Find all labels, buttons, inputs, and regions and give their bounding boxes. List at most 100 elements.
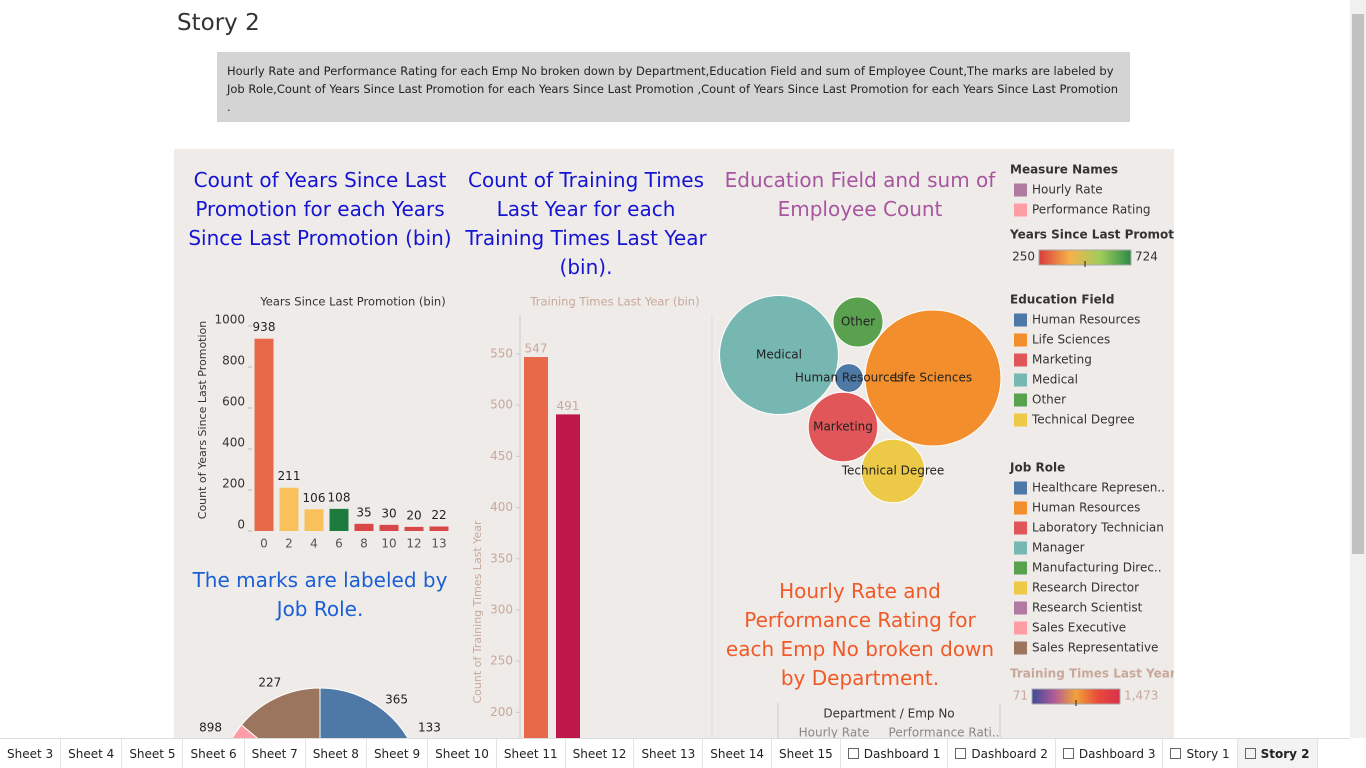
tab[interactable]: Sheet 7: [245, 739, 306, 768]
tab-icon: [955, 748, 967, 759]
tab-icon: [1244, 748, 1256, 759]
legend-swatch: [1014, 641, 1027, 655]
education-title: Education Field and sum of Employee Coun…: [724, 168, 996, 221]
legend-swatch: [1014, 393, 1027, 407]
bar: [304, 509, 324, 531]
tab-label[interactable]: Sheet 7: [251, 747, 298, 761]
tab[interactable]: Sheet 5: [122, 739, 184, 768]
legend-label: Human Resources: [1032, 313, 1140, 327]
legend-title: Years Since Last Promoti..: [1009, 228, 1187, 242]
bubble: [864, 309, 1002, 447]
value-label: 547: [525, 342, 548, 356]
legend-swatch: [1014, 501, 1027, 515]
y-tick-label: 250: [490, 654, 513, 668]
tab[interactable]: Sheet 6: [183, 739, 245, 768]
tab-label[interactable]: Sheet 3: [7, 747, 54, 761]
bubble: [860, 438, 926, 504]
legend-label: Hourly Rate: [1032, 183, 1103, 197]
legend-swatch: [1014, 313, 1027, 327]
value-label: 30: [381, 506, 396, 520]
tab[interactable]: Sheet 14: [703, 739, 772, 768]
tab-label[interactable]: Story 2: [1260, 747, 1310, 761]
tab[interactable]: Sheet 12: [566, 739, 635, 768]
bar: [404, 526, 424, 531]
tab-label[interactable]: Dashboard 2: [971, 747, 1048, 761]
tab[interactable]: Story 2: [1237, 739, 1318, 768]
y-axis-title: Count of Years Since Last Promotion: [196, 321, 209, 520]
promotion-title: Count of Years Since Last Promotion for …: [188, 168, 452, 250]
legend-swatch: [1014, 353, 1027, 367]
legend-swatch: [1014, 481, 1027, 495]
legend-label: Research Scientist: [1032, 601, 1143, 615]
tab-label[interactable]: Sheet 5: [129, 747, 176, 761]
legend-max: 1,473: [1124, 689, 1158, 703]
legend-swatch: [1014, 621, 1027, 635]
bubble-label: Life Sciences: [894, 371, 972, 385]
tab-label[interactable]: Dashboard 1: [863, 747, 941, 761]
y-axis-title: Count of Training Times Last Year: [471, 520, 484, 703]
tab-label[interactable]: Sheet 9: [373, 747, 421, 761]
job-role-title: The marks are labeled by Job Role.: [192, 568, 448, 621]
x-axis-title: Years Since Last Promotion (bin): [259, 295, 445, 309]
tab-label[interactable]: Sheet 4: [68, 747, 115, 761]
dashboard-content: Years Since Last Promotion (bin) Count of…: [196, 163, 1187, 738]
tab-label[interactable]: Sheet 14: [710, 747, 764, 761]
pie-slice: [319, 687, 409, 738]
tab[interactable]: Sheet 11: [497, 739, 566, 768]
dashboard: Years Since Last Promotion (bin) Count of…: [174, 149, 1187, 738]
pie-slice: [240, 687, 321, 738]
tab[interactable]: Story 1: [1163, 739, 1238, 768]
story-caption[interactable]: Hourly Rate and Performance Rating for e…: [217, 52, 1130, 122]
scrollbar-thumb[interactable]: [1352, 14, 1364, 554]
tab-label[interactable]: Sheet 13: [641, 747, 696, 761]
tab[interactable]: Sheet 3: [0, 739, 62, 768]
tab-label[interactable]: Sheet 6: [190, 747, 237, 761]
y-tick-label: 1000: [214, 313, 245, 327]
tab-label[interactable]: Sheet 8: [312, 747, 359, 761]
bar: [254, 338, 274, 531]
legend-swatch: [1014, 333, 1027, 347]
bar: [354, 523, 374, 531]
value-label: 106: [303, 491, 326, 505]
tab-label[interactable]: Sheet 15: [779, 747, 833, 761]
bubble-label: Medical: [756, 348, 802, 362]
slice-label: 365: [385, 693, 408, 707]
tab-label[interactable]: Story 1: [1186, 747, 1230, 761]
x-tick-label: 6: [335, 537, 343, 551]
tab-icon: [1062, 748, 1074, 759]
bubble-label: Other: [841, 315, 875, 329]
legend-label: Marketing: [1032, 353, 1092, 367]
tab-label[interactable]: Sheet 11: [503, 747, 558, 761]
legend-label: Life Sciences: [1032, 333, 1110, 347]
legend-swatch: [1014, 413, 1027, 427]
legend-swatch: [1014, 203, 1027, 217]
tab[interactable]: Sheet 4: [61, 739, 123, 768]
value-label: 20: [406, 508, 421, 522]
y-tick-label: 350: [490, 551, 513, 565]
tab-label[interactable]: Dashboard 3: [1078, 747, 1156, 761]
tab-label[interactable]: Sheet 10: [435, 747, 489, 761]
tab[interactable]: Dashboard 3: [1056, 739, 1164, 768]
tab[interactable]: Sheet 10: [428, 739, 497, 768]
tab[interactable]: Sheet 8: [306, 739, 367, 768]
tab[interactable]: Sheet 13: [634, 739, 704, 768]
legend-label: Technical Degree: [1031, 413, 1135, 427]
slice-label: 133: [418, 721, 441, 735]
x-tick-label: 4: [310, 537, 318, 551]
tab[interactable]: Sheet 15: [772, 739, 841, 768]
tab-label[interactable]: Sheet 12: [572, 747, 627, 761]
y-tick-label: 450: [490, 449, 513, 463]
legend-label: Research Director: [1032, 581, 1139, 595]
value-label: 211: [278, 469, 301, 483]
bubble-label: Technical Degree: [841, 464, 945, 478]
y-tick-label: 800: [222, 354, 245, 368]
table-header: Department / Emp No: [823, 707, 954, 721]
pie-slice: [231, 724, 259, 738]
tab-icon: [1170, 748, 1182, 759]
tab[interactable]: Sheet 9: [367, 739, 429, 768]
legend-max: 724: [1135, 250, 1158, 264]
tab[interactable]: Dashboard 1: [841, 739, 949, 768]
x-axis-title: Training Times Last Year (bin): [529, 295, 699, 309]
tab[interactable]: Dashboard 2: [948, 739, 1056, 768]
